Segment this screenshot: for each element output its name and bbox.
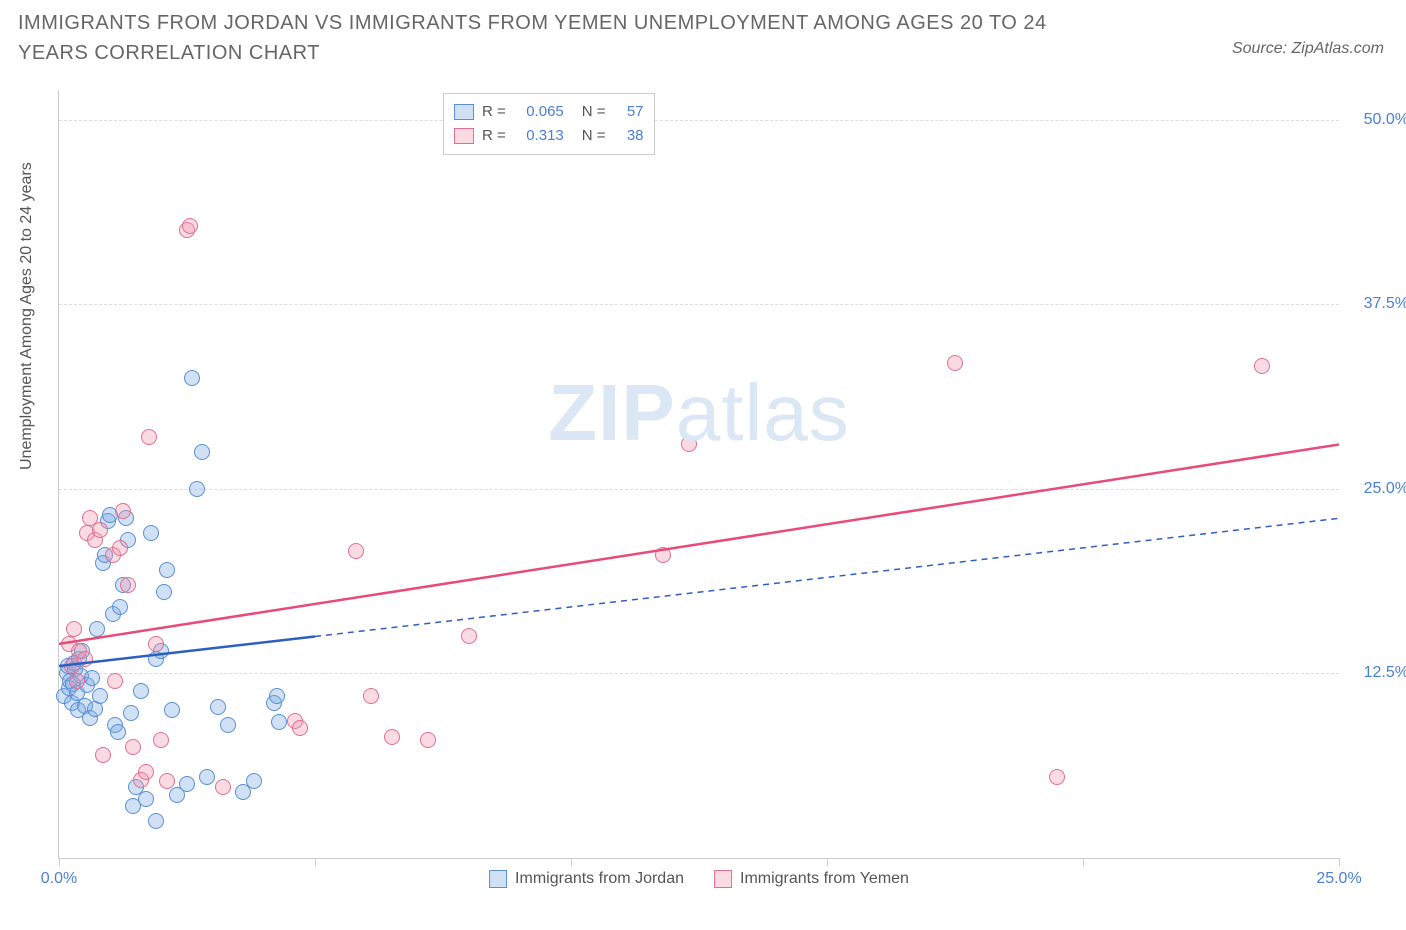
data-point [269, 688, 285, 704]
stat-r-label: R = [482, 124, 506, 148]
data-point [420, 732, 436, 748]
data-point [199, 769, 215, 785]
series-swatch [454, 128, 474, 144]
data-point [348, 543, 364, 559]
data-point [655, 547, 671, 563]
stat-n-value: 57 [614, 100, 644, 124]
watermark-atlas: atlas [676, 368, 850, 457]
data-point [164, 702, 180, 718]
data-point [153, 732, 169, 748]
chart-title: IMMIGRANTS FROM JORDAN VS IMMIGRANTS FRO… [18, 8, 1118, 68]
legend-label: Immigrants from Jordan [515, 870, 684, 888]
stat-r-label: R = [482, 100, 506, 124]
trend-line [59, 444, 1339, 643]
data-point [138, 764, 154, 780]
stat-n-value: 38 [614, 124, 644, 148]
data-point [189, 481, 205, 497]
data-point [210, 699, 226, 715]
data-point [271, 714, 287, 730]
x-tick [59, 858, 60, 866]
data-point [133, 683, 149, 699]
watermark-zip: ZIP [548, 368, 675, 457]
data-point [1254, 358, 1270, 374]
data-point [123, 705, 139, 721]
stat-r-value: 0.313 [514, 124, 564, 148]
watermark: ZIPatlas [548, 367, 849, 459]
stat-r-value: 0.065 [514, 100, 564, 124]
data-point [292, 720, 308, 736]
data-point [120, 577, 136, 593]
data-point [92, 522, 108, 538]
x-tick [315, 858, 316, 866]
source-attribution: Source: ZipAtlas.com [1232, 40, 1384, 58]
scatter-plot-area: ZIPatlas R =0.065N =57R =0.313N =38 Immi… [58, 90, 1339, 859]
stat-n-label: N = [582, 124, 606, 148]
data-point [84, 670, 100, 686]
data-point [112, 540, 128, 556]
data-point [184, 370, 200, 386]
x-tick [571, 858, 572, 866]
x-tick-label: 25.0% [1316, 870, 1361, 888]
data-point [384, 729, 400, 745]
stats-row: R = 0.313 N = 38 [454, 124, 644, 148]
x-tick [1083, 858, 1084, 866]
data-point [107, 673, 123, 689]
data-point [461, 628, 477, 644]
y-tick-label: 37.5% [1349, 295, 1406, 313]
trend-line [59, 636, 315, 666]
data-point [148, 813, 164, 829]
data-point [141, 429, 157, 445]
data-point [112, 599, 128, 615]
x-tick-label: 0.0% [41, 870, 77, 888]
legend-item: Immigrants from Jordan [489, 870, 684, 888]
series-swatch [714, 870, 732, 888]
gridline [59, 304, 1339, 305]
data-point [92, 688, 108, 704]
legend-item: Immigrants from Yemen [714, 870, 909, 888]
data-point [156, 584, 172, 600]
x-tick [827, 858, 828, 866]
stat-n-label: N = [582, 100, 606, 124]
data-point [179, 776, 195, 792]
data-point [246, 773, 262, 789]
series-swatch [489, 870, 507, 888]
gridline [59, 673, 1339, 674]
data-point [1049, 769, 1065, 785]
data-point [159, 562, 175, 578]
data-point [148, 636, 164, 652]
data-point [215, 779, 231, 795]
data-point [66, 621, 82, 637]
y-tick-label: 25.0% [1349, 480, 1406, 498]
data-point [138, 791, 154, 807]
data-point [182, 218, 198, 234]
y-tick-label: 12.5% [1349, 664, 1406, 682]
y-axis-title: Unemployment Among Ages 20 to 24 years [18, 162, 36, 470]
y-tick-label: 50.0% [1349, 111, 1406, 129]
data-point [143, 525, 159, 541]
data-point [363, 688, 379, 704]
data-point [77, 651, 93, 667]
legend-bottom: Immigrants from Jordan Immigrants from Ye… [489, 870, 909, 888]
trend-lines-layer [59, 90, 1339, 858]
gridline [59, 489, 1339, 490]
x-tick [1339, 858, 1340, 866]
data-point [220, 717, 236, 733]
data-point [69, 673, 85, 689]
stats-legend-box: R = 0.065 N = 57 R = 0.313 N = 38 [443, 93, 655, 155]
data-point [95, 747, 111, 763]
trend-line-dashed [315, 518, 1339, 636]
legend-label: Immigrants from Yemen [740, 870, 909, 888]
data-point [681, 436, 697, 452]
data-point [159, 773, 175, 789]
series-swatch [454, 104, 474, 120]
gridline [59, 120, 1339, 121]
data-point [115, 503, 131, 519]
data-point [194, 444, 210, 460]
data-point [89, 621, 105, 637]
data-point [125, 739, 141, 755]
stats-row: R = 0.065 N = 57 [454, 100, 644, 124]
data-point [110, 724, 126, 740]
data-point [947, 355, 963, 371]
